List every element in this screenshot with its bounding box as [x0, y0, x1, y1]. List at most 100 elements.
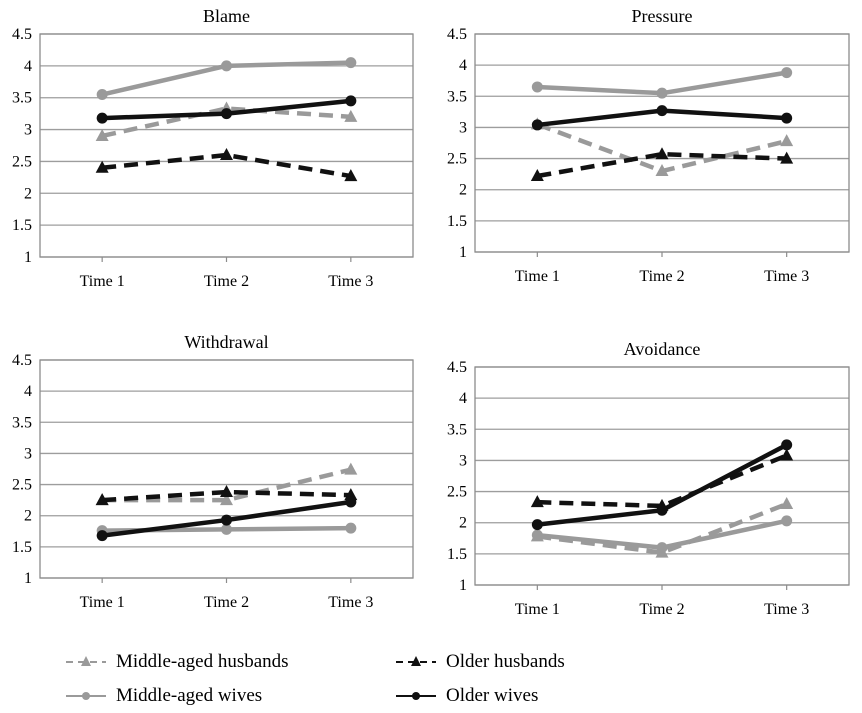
y-tick-label: 2.5	[447, 484, 467, 501]
series-line	[101, 152, 352, 179]
y-tick-label: 3.5	[12, 90, 32, 107]
series-older-husbands	[95, 485, 358, 506]
data-point	[781, 112, 793, 124]
data-point	[656, 105, 668, 117]
y-tick-label: 2.5	[12, 153, 32, 170]
data-point	[344, 462, 358, 475]
plot-area-border	[39, 359, 414, 579]
x-tick-label: Time 2	[639, 268, 684, 285]
data-point	[780, 151, 794, 164]
data-point	[531, 519, 543, 531]
y-tick-label: 2	[459, 515, 467, 532]
data-point	[530, 169, 544, 182]
x-tick-label: Time 2	[639, 601, 684, 618]
series-older-wives	[96, 95, 357, 124]
y-tick-label: 3	[24, 445, 32, 462]
series-line	[102, 467, 352, 503]
x-tick-label: Time 2	[204, 273, 249, 290]
x-tick-label: Time 3	[328, 273, 373, 290]
legend-label: Middle-aged wives	[116, 685, 263, 706]
y-tick-label: 2	[24, 508, 32, 525]
data-point	[95, 128, 109, 141]
legend-label: Older wives	[446, 685, 539, 706]
data-point	[344, 169, 358, 182]
dashed-triangle-line-icon	[396, 656, 436, 666]
chart-blame: 1 1.5 2 2.5 3 3.5 4 4.5 Time 1 Time 2 Time 3 Blame	[12, 6, 414, 290]
x-tick-label: Time 1	[80, 273, 125, 290]
data-point	[95, 493, 109, 506]
y-tick-label: 1	[459, 577, 467, 594]
x-tick-label: Time 3	[764, 268, 809, 285]
y-tick-label: 1.5	[447, 213, 467, 230]
y-tick-label: 4.5	[12, 352, 32, 369]
data-point	[781, 67, 793, 79]
series-middle-aged-wives	[531, 67, 793, 99]
data-point	[96, 530, 108, 542]
legend-item-middle-aged-husbands: Middle-aged husbands	[64, 648, 289, 676]
data-point	[220, 493, 233, 506]
legend-label: Older husbands	[446, 651, 565, 672]
data-point	[656, 542, 668, 554]
series-middle-aged-wives	[96, 57, 357, 101]
x-tick-label: Time 3	[328, 594, 373, 611]
data-point	[344, 488, 358, 501]
y-tick-label: 1.5	[12, 217, 32, 234]
chart-avoidance: 1 1.5 2 2.5 3 3.5 4 4.5 Time 1 Time 2 Time 3 Avoida…	[447, 339, 850, 618]
series-line	[101, 106, 351, 139]
series-middle-aged-husbands	[95, 101, 358, 141]
y-tick-label: 1.5	[447, 546, 467, 563]
x-tick-label: Time 1	[80, 594, 125, 611]
y-tick-label: 1.5	[12, 539, 32, 556]
data-point	[344, 109, 358, 122]
series-middle-aged-wives	[531, 515, 793, 554]
y-tick-label: 3	[459, 452, 467, 469]
data-point	[345, 57, 357, 69]
y-tick-label: 1	[24, 570, 32, 587]
series-middle-aged-husbands	[530, 117, 794, 177]
data-point	[781, 439, 793, 451]
legend-item-older-husbands: Older husbands	[394, 648, 565, 676]
data-point	[221, 108, 232, 120]
data-point	[781, 515, 793, 527]
y-tick-label: 3	[459, 119, 467, 136]
series-older-husbands	[95, 148, 358, 182]
legend-item-middle-aged-wives: Middle-aged wives	[64, 682, 262, 710]
data-point	[96, 89, 108, 101]
x-tick-label: Time 1	[515, 601, 560, 618]
chart-title: Blame	[203, 6, 250, 26]
data-point	[221, 60, 232, 72]
chart-pressure: 1 1.5 2 2.5 3 3.5 4 4.5 Time 1 Time 2 Time 3 Pressu…	[447, 6, 850, 285]
y-tick-label: 4.5	[12, 26, 32, 43]
y-tick-label: 3	[24, 122, 32, 139]
y-tick-label: 4.5	[447, 359, 467, 376]
y-tick-label: 3.5	[447, 88, 467, 105]
y-tick-label: 1	[24, 249, 32, 266]
data-point	[96, 112, 108, 124]
series-line	[102, 489, 351, 503]
y-tick-label: 3.5	[447, 421, 467, 438]
data-point	[221, 514, 232, 526]
x-tick-label: Time 3	[764, 601, 809, 618]
chart-title: Avoidance	[624, 339, 701, 359]
data-point	[95, 160, 109, 173]
x-tick-label: Time 1	[515, 268, 560, 285]
legend-label: Middle-aged husbands	[116, 651, 289, 672]
y-tick-label: 4	[24, 383, 32, 400]
data-point	[655, 147, 669, 160]
data-point	[531, 529, 543, 541]
solid-circle-line-icon	[66, 692, 106, 700]
data-point	[531, 81, 543, 93]
data-point	[780, 448, 794, 461]
legend: Middle-aged husbands Older husbands Midd…	[64, 648, 824, 708]
plot-area-border	[474, 33, 850, 253]
solid-circle-line-icon	[396, 692, 436, 700]
data-point	[530, 495, 544, 508]
series-older-wives	[531, 439, 793, 531]
data-point	[780, 134, 794, 147]
data-point	[780, 497, 794, 510]
data-point	[531, 119, 543, 131]
x-tick-label: Time 2	[204, 594, 249, 611]
data-point	[220, 485, 233, 498]
data-point	[345, 95, 357, 107]
